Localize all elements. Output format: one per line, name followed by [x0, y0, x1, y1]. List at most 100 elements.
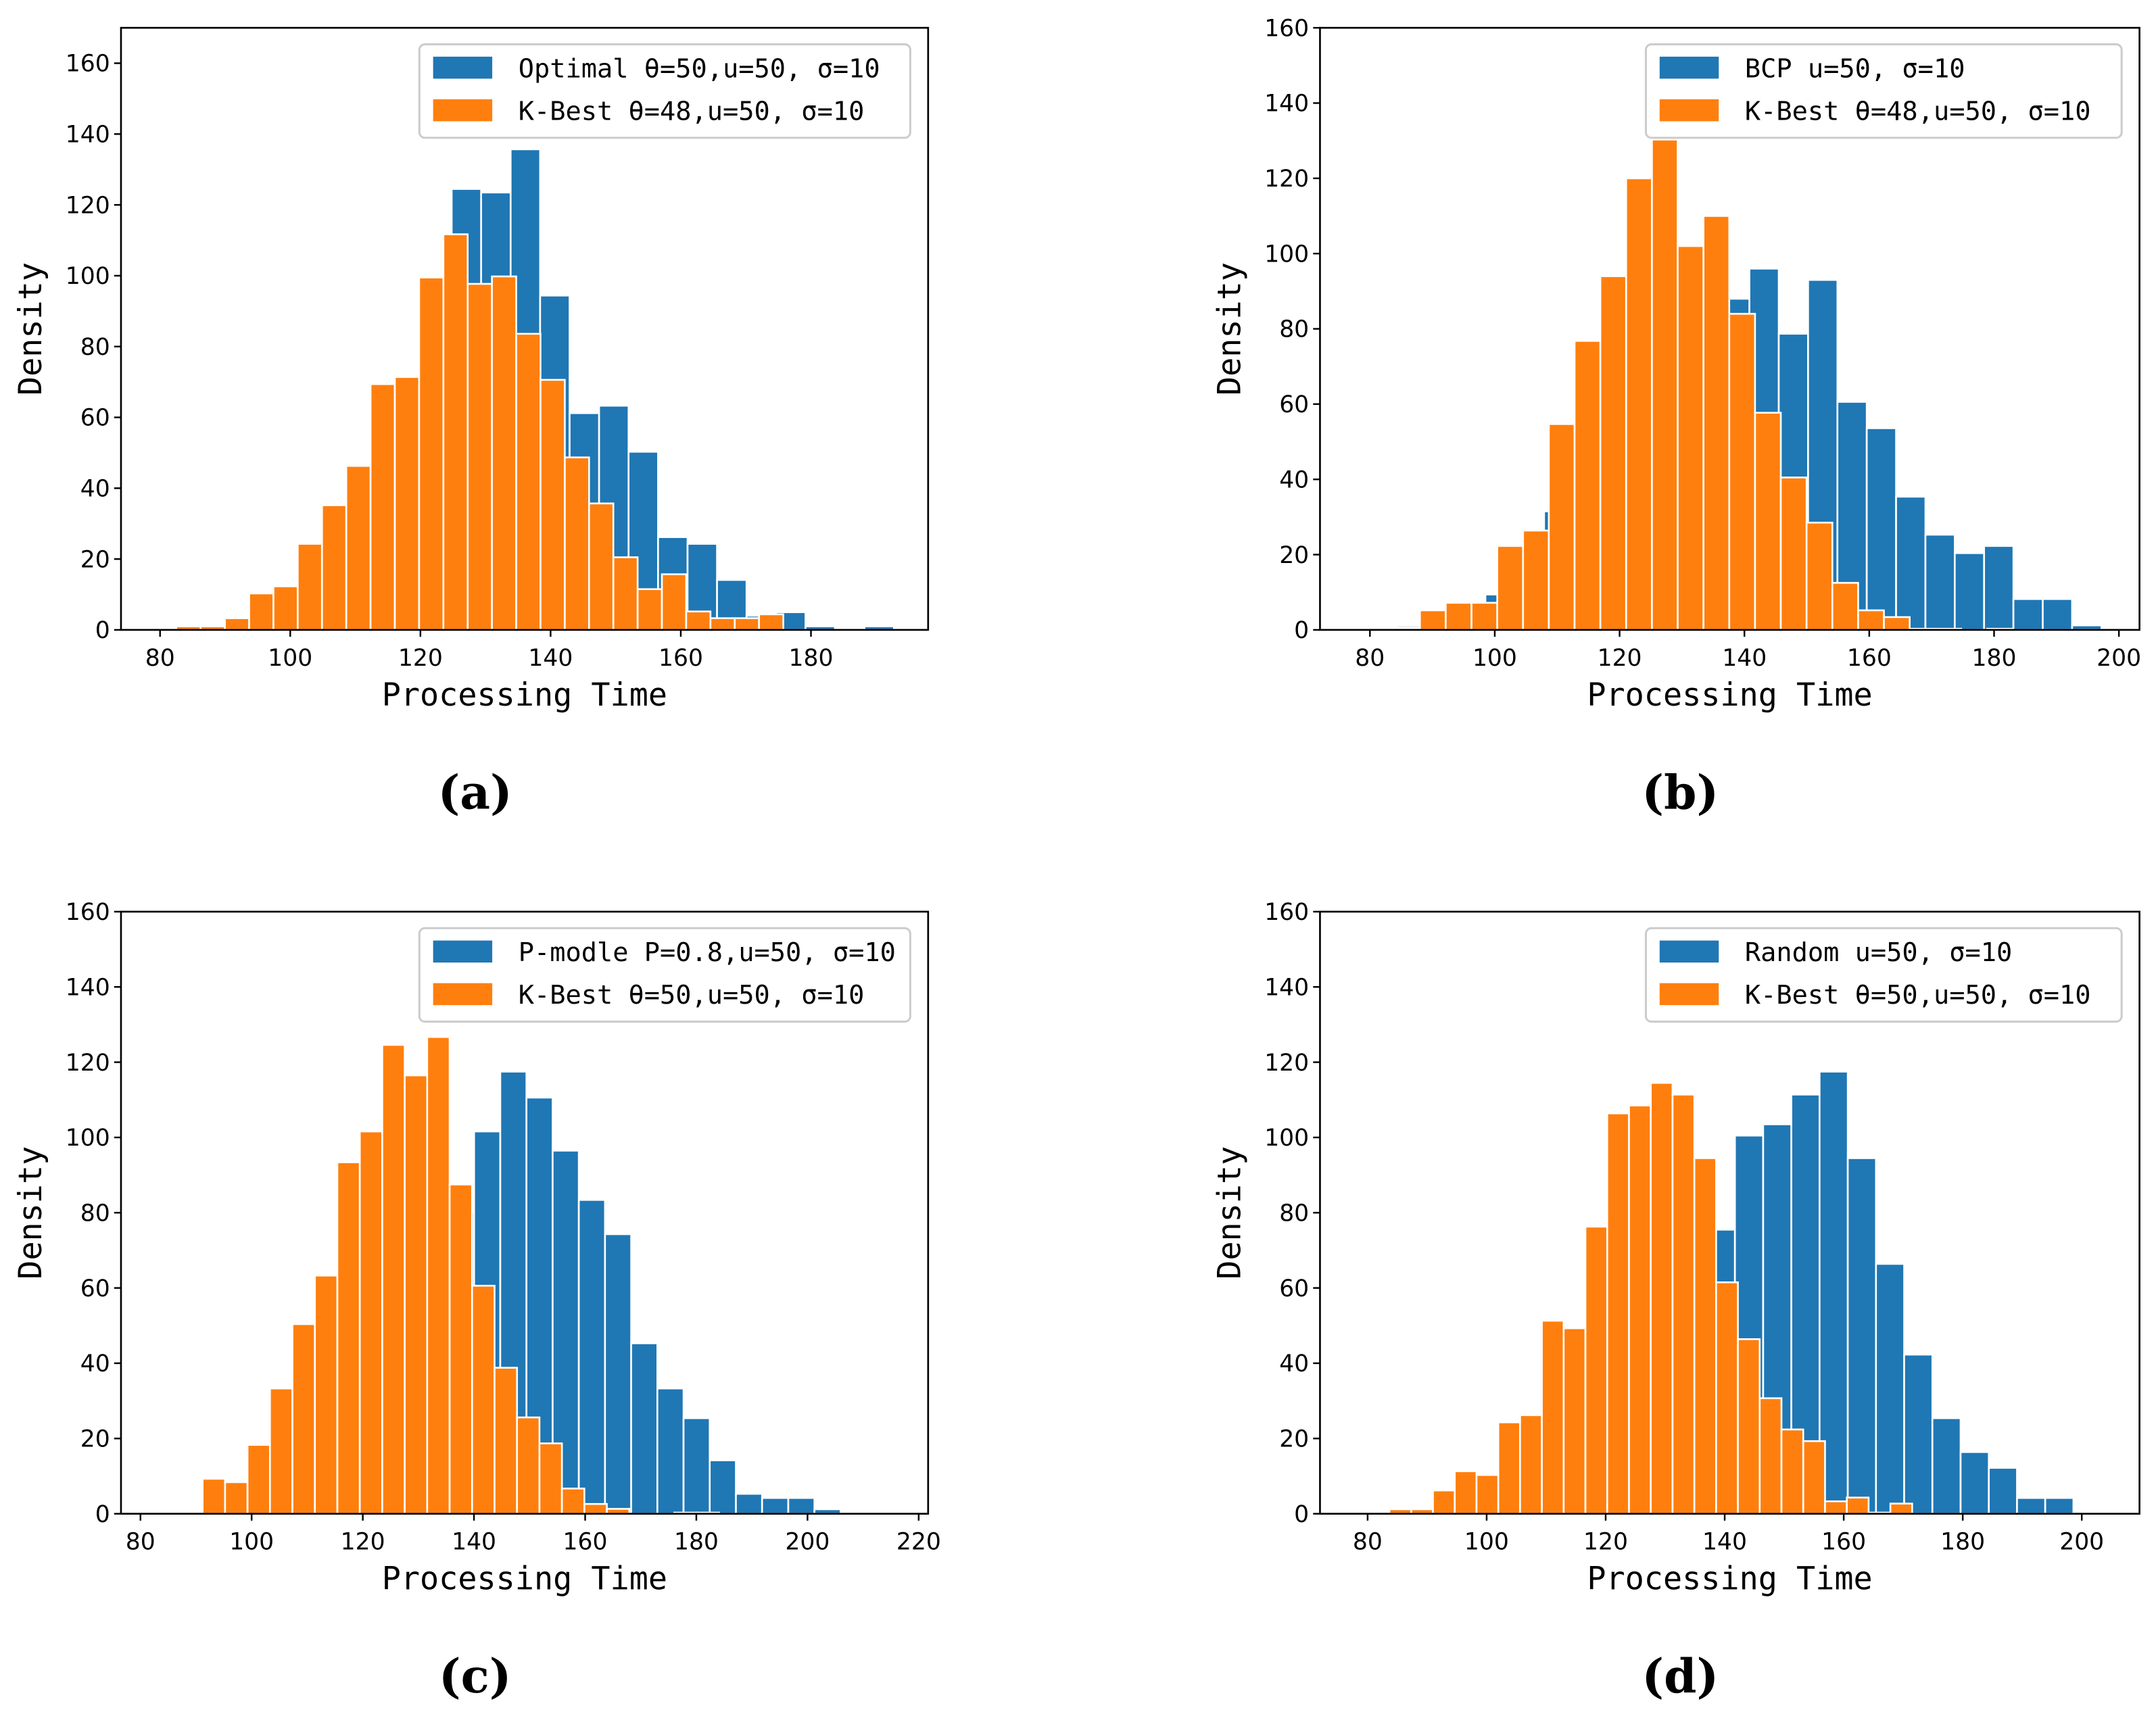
y-tick-label: 60 [1279, 391, 1309, 418]
histogram-bar [1819, 1071, 1849, 1514]
histogram-bar [1650, 1081, 1674, 1514]
histogram-bar [1754, 412, 1782, 630]
histogram-bar [1865, 427, 1897, 630]
x-tick-label: 140 [452, 1529, 496, 1556]
histogram-bar [1883, 616, 1911, 630]
histogram-bar [758, 613, 784, 630]
legend-label: Optimal θ=50,u=50, σ=10 [519, 53, 880, 84]
histogram-bar [1889, 1502, 1913, 1514]
legend: BCP u=50, σ=10 K-Best θ=48,u=50, σ=10 [1644, 43, 2123, 139]
subplot-b: 0 20 40 60 80 100 120 140 160 80 100 120 140 160 180 20… [1212, 15, 2141, 820]
histogram-bar [201, 1477, 226, 1514]
histogram-bar [1454, 1470, 1478, 1514]
histogram-bar [297, 543, 323, 630]
histogram-bar [787, 1496, 815, 1514]
histogram-bar [1573, 340, 1602, 630]
y-tick-label: 140 [66, 974, 110, 1001]
y-tick-label: 140 [1264, 91, 1309, 118]
histogram-bar [1522, 529, 1550, 630]
x-tick-label: 80 [126, 1529, 155, 1556]
legend-box [418, 43, 911, 139]
x-tick-label: 100 [229, 1529, 274, 1556]
histogram-bar [442, 233, 469, 630]
subplot-a: 0 20 40 60 80 100 120 140 160 80 100 120 140 160 180 Pr… [13, 26, 930, 820]
histogram-bar [516, 1416, 541, 1514]
histogram-bar [1702, 215, 1731, 630]
y-axis-label: Density [13, 1146, 49, 1279]
legend-swatch-orange [433, 99, 493, 122]
histogram-bar [491, 275, 517, 630]
y-axis-label: Density [1212, 262, 1248, 395]
histogram-bar [269, 1387, 293, 1514]
histogram-bar [1541, 1319, 1565, 1514]
histogram-bar [1779, 476, 1808, 630]
x-tick-label: 80 [145, 645, 175, 672]
x-tick-label: 160 [1847, 645, 1892, 672]
histogram-bar [1628, 1104, 1652, 1514]
y-axis-label: Density [1212, 1146, 1248, 1279]
histogram-bar [515, 333, 542, 630]
panel-caption: (c) [439, 1649, 512, 1704]
legend-label: Random u=50, σ=10 [1745, 937, 2012, 968]
panel-caption: (a) [438, 765, 512, 820]
histogram-bar [636, 588, 663, 630]
histogram-bar [336, 1161, 361, 1514]
legend-label: K-Best θ=48,u=50, σ=10 [519, 96, 865, 126]
histogram-bar [494, 1367, 519, 1514]
histogram-bar [1903, 1353, 1934, 1514]
histogram-bar [583, 1502, 608, 1514]
x-tick-label: 100 [1464, 1529, 1509, 1556]
y-tick-label: 0 [1294, 1501, 1309, 1528]
histogram-bar [577, 1199, 606, 1514]
series-orange [1367, 139, 2014, 630]
y-tick-label: 80 [80, 1200, 110, 1227]
histogram-bar [1857, 609, 1885, 630]
histogram-bar [471, 1284, 496, 1514]
y-tick-label: 20 [80, 1426, 110, 1453]
legend-label: K-Best θ=48,u=50, σ=10 [1745, 96, 2091, 126]
y-tick-label: 0 [95, 1501, 110, 1528]
x-tick-label: 80 [1355, 645, 1385, 672]
histogram-bar [734, 617, 761, 630]
y-tick-label: 160 [1264, 15, 1309, 42]
x-tick-label: 200 [2097, 645, 2141, 672]
series-orange [175, 233, 784, 630]
legend-swatch-orange [1659, 99, 1719, 122]
legend-label: K-Best θ=50,u=50, σ=10 [519, 980, 865, 1010]
y-tick-label: 120 [66, 192, 110, 219]
y-tick-label: 100 [1264, 1125, 1309, 1152]
histogram-bar [560, 1488, 585, 1514]
legend-swatch-blue [1659, 940, 1719, 963]
x-tick-label: 140 [1722, 645, 1767, 672]
histogram-bar [1728, 312, 1756, 630]
subplot-c: 0 20 40 60 80 100 120 140 160 80 100 120 140 160 180 20… [13, 899, 941, 1704]
histogram-bar [418, 276, 445, 630]
x-tick-label: 140 [1702, 1529, 1747, 1556]
histogram-bar [314, 1274, 339, 1514]
y-tick-label: 80 [1279, 1200, 1309, 1227]
legend: Optimal θ=50,u=50, σ=10 K-Best θ=48,u=50,… [418, 43, 911, 139]
x-axis-label: Processing Time [382, 1561, 667, 1598]
bars [1366, 1071, 2103, 1514]
legend: Random u=50, σ=10 K-Best θ=50,u=50, σ=10 [1644, 927, 2123, 1023]
x-axis-label: Processing Time [1587, 1561, 1872, 1598]
histogram-bar [1846, 1157, 1877, 1514]
series-orange [1366, 1081, 1913, 1514]
legend-label: P-modle P=0.8,u=50, σ=10 [519, 937, 896, 968]
histogram-bar [1445, 602, 1472, 630]
x-tick-label: 120 [1583, 1529, 1628, 1556]
histogram-bar [1625, 177, 1653, 630]
histogram-bar [358, 1130, 383, 1514]
y-tick-label: 20 [80, 546, 110, 573]
histogram-bar [564, 456, 590, 630]
y-tick-label: 100 [66, 1125, 110, 1152]
histogram-bar [248, 592, 274, 630]
histogram-bar [606, 1508, 631, 1514]
histogram-bar [538, 1442, 563, 1514]
histogram-bar [1780, 1428, 1804, 1514]
legend: P-modle P=0.8,u=50, σ=10 K-Best θ=50,u=50… [418, 927, 911, 1023]
x-tick-label: 180 [674, 1529, 719, 1556]
x-axis-label: Processing Time [1587, 677, 1872, 714]
series-orange [156, 1035, 720, 1514]
